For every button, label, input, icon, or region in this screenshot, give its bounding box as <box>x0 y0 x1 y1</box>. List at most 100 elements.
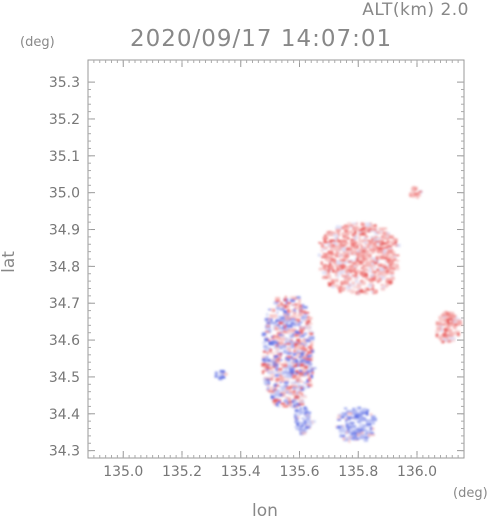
data-cell <box>278 375 282 377</box>
data-cell <box>440 329 443 333</box>
data-cell <box>352 286 356 289</box>
data-cell <box>275 402 279 407</box>
data-cell <box>306 360 311 365</box>
data-cell <box>359 234 362 236</box>
data-cell <box>338 254 344 257</box>
data-cell <box>288 400 293 404</box>
data-cell <box>334 253 339 258</box>
data-cell <box>352 436 358 441</box>
data-cell <box>297 344 303 348</box>
data-cell <box>452 331 456 336</box>
data-cell <box>377 263 381 267</box>
data-cell <box>369 426 373 431</box>
data-cell <box>380 287 386 291</box>
data-cell <box>309 337 314 341</box>
data-cell <box>285 391 289 394</box>
data-cell <box>348 423 353 427</box>
data-cell <box>450 329 453 333</box>
data-cell <box>348 435 355 438</box>
data-cell <box>294 409 299 412</box>
data-cell <box>368 241 374 245</box>
data-cell <box>297 348 301 351</box>
data-cell <box>334 278 339 283</box>
data-cell <box>395 243 401 248</box>
data-cell <box>329 263 332 266</box>
data-cell <box>262 361 266 364</box>
data-cell <box>454 323 459 326</box>
data-cell <box>283 298 287 302</box>
data-cell <box>287 361 292 365</box>
data-cell <box>280 402 286 405</box>
data-cell <box>374 241 380 244</box>
data-cell <box>279 335 284 339</box>
data-cell <box>302 428 306 431</box>
data-cell <box>378 272 384 276</box>
data-cell <box>269 352 275 355</box>
data-cell <box>378 247 382 251</box>
data-cell <box>384 252 388 256</box>
data-cell <box>306 417 310 421</box>
data-cell <box>329 239 336 243</box>
data-cell <box>364 242 369 246</box>
data-cell <box>360 431 364 435</box>
data-cell <box>435 333 439 338</box>
data-cell <box>311 371 314 375</box>
data-cell <box>343 258 346 262</box>
data-cell <box>411 195 417 199</box>
data-cell <box>383 246 388 249</box>
data-cell <box>284 368 288 373</box>
data-cell <box>327 242 330 246</box>
data-cell <box>372 242 377 246</box>
data-cell <box>446 324 450 329</box>
data-cell <box>365 430 371 433</box>
data-cell <box>371 268 375 272</box>
data-cell <box>338 290 342 293</box>
data-cell <box>351 281 356 286</box>
y-tick-label: 34.3 <box>49 444 80 460</box>
data-cell <box>366 421 370 425</box>
data-cell <box>337 233 340 237</box>
data-cell <box>305 353 309 357</box>
data-cell <box>300 386 303 390</box>
data-cell <box>299 311 302 315</box>
data-cell <box>274 387 277 391</box>
data-cell <box>381 229 385 232</box>
data-cell <box>283 311 288 314</box>
data-cell <box>295 359 298 364</box>
data-cell <box>308 420 311 423</box>
data-cell <box>362 223 366 227</box>
data-cell <box>379 255 385 260</box>
data-cell <box>380 263 383 266</box>
data-cell <box>281 380 284 383</box>
data-cell <box>345 227 350 230</box>
data-cell <box>372 224 377 228</box>
data-cell <box>351 249 357 254</box>
data-cell <box>386 273 390 276</box>
data-cell <box>444 339 450 342</box>
data-cell <box>276 350 280 354</box>
data-cell <box>357 427 363 431</box>
data-cell <box>356 264 359 268</box>
data-cell <box>287 338 291 341</box>
data-cell <box>263 348 267 352</box>
data-cell <box>375 231 380 234</box>
data-cell <box>265 365 270 369</box>
data-cell <box>320 244 324 248</box>
data-cell <box>324 258 330 262</box>
data-cell <box>308 411 312 414</box>
y-tick-label: 34.5 <box>49 370 80 386</box>
data-cell <box>346 274 350 277</box>
data-cell <box>278 327 283 330</box>
data-cell <box>356 413 359 415</box>
data-cell <box>346 265 350 269</box>
data-cell <box>279 355 282 359</box>
y-tick-label: 35.3 <box>49 75 80 91</box>
data-cell <box>386 240 390 243</box>
data-cell <box>327 271 330 275</box>
data-cell <box>292 309 296 313</box>
data-cell <box>283 380 289 384</box>
data-cell <box>298 369 304 371</box>
data-cell <box>336 417 341 419</box>
x-tick-label: 135.6 <box>279 464 319 480</box>
data-cell <box>286 402 291 404</box>
